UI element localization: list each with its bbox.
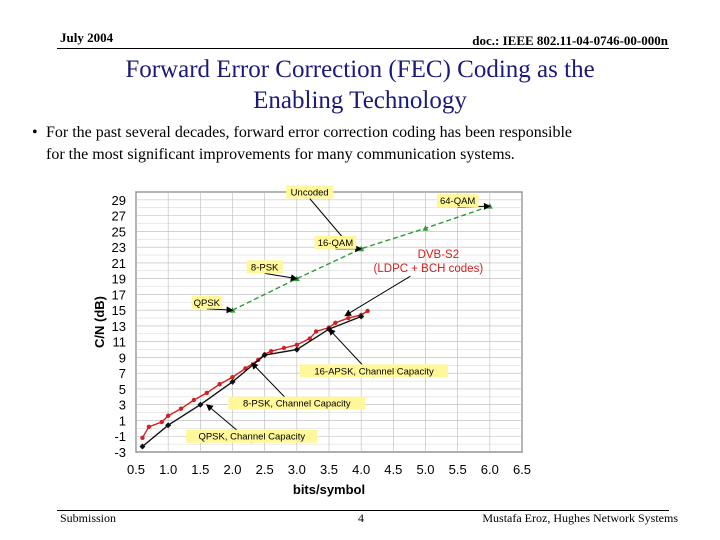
footer-rule [57,510,669,511]
bullet-dot-icon: • [32,124,38,141]
annotation-arrow-dvb-s2 [344,275,411,317]
x-tick-label: 1.0 [159,462,177,477]
y-tick-label: -1 [114,429,126,444]
annotation-label-64-qam: 64-QAM [440,196,475,207]
series-line-capacity [141,315,362,448]
y-tick-label: 13 [112,319,126,334]
y-tick-label: 15 [112,303,126,318]
data-point-capacity [229,378,236,385]
y-tick-label: 5 [119,382,126,397]
x-tick-label: 2.5 [256,462,274,477]
y-tick-label: 7 [119,366,126,381]
data-point-capacity [261,352,268,359]
header-rule [57,48,669,49]
data-point-dvb-s2-ldpc-bch-codes [217,382,222,387]
series-line-uncoded [232,205,491,311]
x-tick-label: 3.0 [288,462,306,477]
annotation-label-16-apsk-channel-capacity: 16-APSK, Channel Capacity [314,366,434,377]
data-point-dvb-s2-ldpc-bch-codes [307,336,312,341]
annotation-box-qpsk-channel-capacity [186,429,318,443]
data-point-capacity [139,443,146,450]
data-point-capacity [197,401,204,408]
y-tick-label: 11 [113,335,127,350]
bullet-line-2: for the most significant improvements fo… [46,146,515,163]
y-tick-label: 27 [112,209,126,224]
data-point-dvb-s2-ldpc-bch-codes [268,348,274,354]
x-tick-label: 1.5 [191,462,209,477]
x-tick-label: 4.5 [384,462,402,477]
x-tick-label: 2.0 [223,462,241,477]
annotation-label-qpsk: QPSK [194,298,221,309]
y-tick-label: 19 [112,272,126,287]
slide-title-line-2: Enabling Technology [253,87,467,114]
annotation-arrow-8-psk [264,272,298,282]
slide-title: Forward Error Correction (FEC) Coding as… [40,54,680,116]
bullet-text-1: For the past several decades, forward er… [46,124,573,141]
data-point-dvb-s2-ldpc-bch-codes [159,419,164,425]
y-tick-label: 25 [112,224,126,239]
annotation-label-8-psk-channel-capacity: 8-PSK, Channel Capacity [243,399,351,410]
data-point-dvb-s2-ldpc-bch-codes [204,390,209,396]
annotation-arrow-qpsk [206,306,234,314]
annotation-box-uncoded [286,185,334,199]
annotation-box-8-psk [246,260,283,274]
annotation-box-8-psk-channel-capacity [228,396,366,410]
data-point-dvb-s2-ldpc-bch-codes [346,315,351,321]
bullet-line-1: • For the past several decades, forward e… [32,122,712,144]
bullet-point: • For the past several decades, forward e… [32,122,712,166]
footer-submission: Submission [60,511,117,525]
data-point-dvb-s2-ldpc-bch-codes [140,435,145,441]
data-point-dvb-s2-ldpc-bch-codes [313,329,319,334]
annotation-label-dvb-s2-sub: (LDPC + BCH codes) [374,263,484,275]
y-tick-label: -3 [114,445,126,460]
y-tick-label: 1 [119,413,126,428]
annotation-box-16-apsk-channel-capacity [300,364,449,378]
annotation-label-8-psk: 8-PSK [251,262,279,273]
data-point-dvb-s2-ldpc-bch-codes [294,342,300,348]
data-point-capacity [165,422,172,429]
footer-author: Mustafa Eroz, Hughes Network Systems [482,511,678,525]
data-point-capacity [358,313,365,320]
annotation-label-16-qam: 16-QAM [318,238,353,249]
data-point-dvb-s2-ldpc-bch-codes [365,308,370,314]
y-tick-label: 3 [119,398,126,413]
header-date: July 2004 [60,30,114,45]
x-tick-label: 4.0 [352,462,370,477]
annotation-box-16-qam [314,235,357,249]
annotation-box-qpsk [191,295,222,309]
slide-title-line-1: Forward Error Correction (FEC) Coding as… [125,56,595,83]
x-tick-label: 5.0 [416,462,434,477]
annotation-label-qpsk-channel-capacity: QPSK, Channel Capacity [198,432,305,443]
data-point-dvb-s2-ldpc-bch-codes [165,413,171,418]
y-tick-label: 29 [112,193,126,208]
data-point-capacity [293,346,300,353]
x-tick-label: 0.5 [127,462,145,477]
annotation-label-dvb-s2: DVB-S2 [418,249,460,261]
data-point-uncoded [422,225,429,231]
header-doc-id: doc.: IEEE 802.11-04-0746-00-000n [472,33,668,48]
annotation-label-uncoded: Uncoded [291,188,329,199]
data-point-dvb-s2-ldpc-bch-codes [146,424,152,429]
annotation-box-64-qam [436,194,479,208]
y-tick-label: 9 [119,350,126,365]
data-point-dvb-s2-ldpc-bch-codes [281,345,287,351]
data-point-dvb-s2-ldpc-bch-codes [178,406,184,411]
x-tick-label: 5.5 [449,462,467,477]
y-axis-label: C/N (dB) [92,296,107,348]
data-point-dvb-s2-ldpc-bch-codes [191,397,197,403]
x-axis-label: bits/symbol [293,482,365,497]
y-tick-label: 17 [112,287,126,302]
y-tick-label: 21 [112,256,126,271]
x-tick-label: 3.5 [320,462,338,477]
x-tick-label: 6.0 [481,462,499,477]
data-point-dvb-s2-ldpc-bch-codes [230,374,235,380]
x-tick-label: 6.5 [513,462,531,477]
y-tick-label: 23 [112,240,126,255]
footer-page-number: 4 [358,511,364,525]
data-point-dvb-s2-ldpc-bch-codes [333,320,338,325]
